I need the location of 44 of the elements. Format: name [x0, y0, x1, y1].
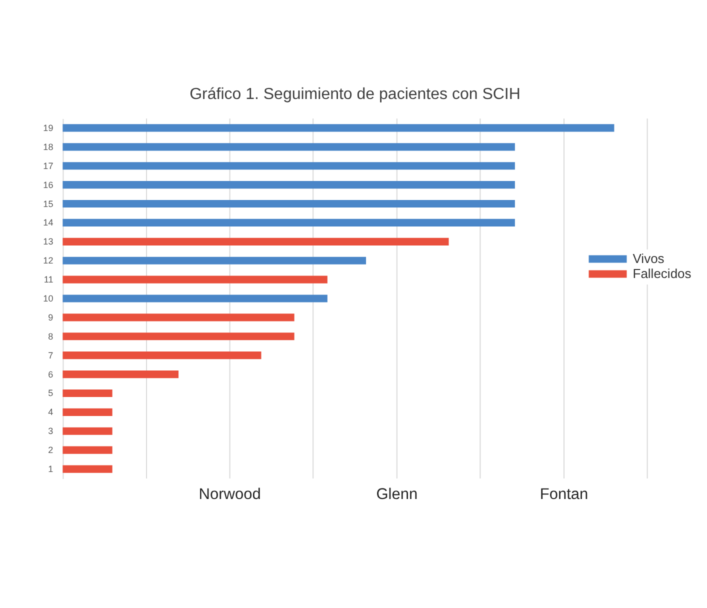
y-tick-label: 9 — [48, 312, 54, 322]
y-tick-label: 3 — [48, 426, 54, 436]
bar — [62, 238, 449, 246]
legend-label: Fallecidos — [632, 266, 692, 281]
bar — [62, 162, 515, 170]
bar — [62, 276, 328, 284]
bar — [62, 256, 366, 264]
ref-line-label: Glenn — [376, 486, 418, 503]
y-tick-label: 5 — [48, 388, 54, 398]
bar — [62, 389, 112, 398]
bar — [62, 465, 112, 473]
y-tick-label: 19 — [43, 122, 54, 133]
y-tick-label: 6 — [48, 369, 54, 380]
bar — [62, 370, 179, 378]
bar — [62, 408, 112, 416]
bar — [62, 352, 262, 360]
y-tick-label: 15 — [43, 198, 54, 209]
y-tick-label: 18 — [43, 142, 54, 152]
chart-title: Gráfico 1. Seguimiento de pacientes con SCIH — [190, 86, 520, 103]
bar — [62, 200, 515, 208]
y-tick-label: 12 — [43, 256, 54, 266]
bar — [62, 314, 294, 322]
y-tick-label: 2 — [48, 445, 54, 456]
y-tick-label: 11 — [44, 274, 54, 285]
y-tick-label: 16 — [43, 180, 54, 190]
legend-label: Vivos — [632, 251, 665, 266]
ref-line-label: Fontan — [540, 486, 588, 503]
bar — [62, 143, 515, 151]
y-tick-label: 8 — [48, 331, 54, 342]
y-tick-label: 7 — [48, 350, 54, 360]
y-tick-label: 1 — [48, 464, 54, 474]
y-tick-label: 13 — [43, 236, 54, 247]
ref-line-label: Norwood — [198, 486, 261, 503]
y-tick-label: 10 — [43, 294, 54, 304]
bar — [62, 294, 328, 302]
bar — [62, 446, 112, 454]
y-tick-label: 4 — [48, 407, 54, 418]
bar — [62, 218, 515, 226]
y-tick-label: 14 — [43, 218, 54, 228]
bar — [62, 427, 112, 435]
bar — [62, 332, 294, 340]
bar — [62, 124, 614, 132]
y-tick-label: 17 — [43, 160, 54, 171]
bar — [62, 181, 515, 189]
